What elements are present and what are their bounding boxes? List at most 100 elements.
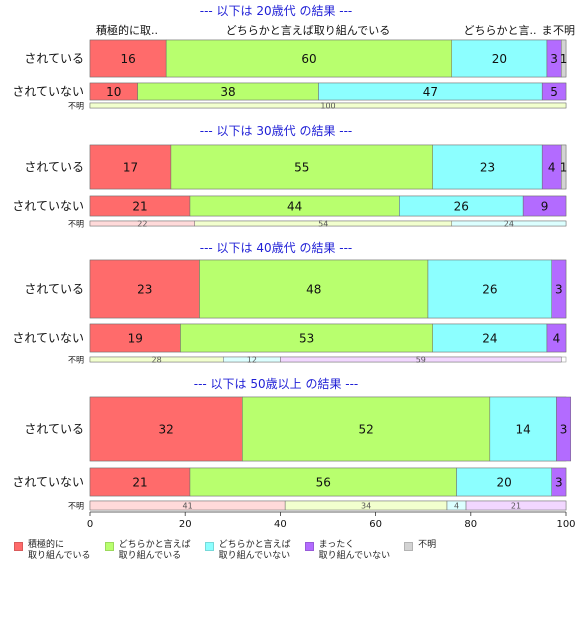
row-label: 不明 xyxy=(68,220,84,229)
data-label: 5 xyxy=(550,85,558,99)
panel-title: --- 以下は 50歳以上 の結果 --- xyxy=(194,377,359,391)
row-label: されていない xyxy=(12,331,84,345)
panel-title: --- 以下は 20歳代 の結果 --- xyxy=(200,4,353,18)
x-tick-label: 0 xyxy=(87,519,93,530)
data-label: 56 xyxy=(316,476,331,490)
bar-segment xyxy=(89,323,181,353)
bar-segment xyxy=(551,259,567,319)
data-label: 21 xyxy=(511,502,521,511)
bar-segment xyxy=(427,259,552,319)
data-label: 59 xyxy=(416,356,426,365)
legend-swatch xyxy=(204,542,214,551)
top-category-label: 積極的に取.. xyxy=(96,23,158,37)
data-label: 4 xyxy=(548,161,556,175)
data-label: 53 xyxy=(299,332,314,346)
bar-segment xyxy=(432,323,548,353)
data-label: 55 xyxy=(294,161,309,175)
legend-swatch xyxy=(14,542,23,551)
data-label: 3 xyxy=(555,476,563,490)
bar-segment xyxy=(189,467,457,497)
bar-segment xyxy=(456,467,552,497)
data-label: 28 xyxy=(152,356,162,365)
data-label: 22 xyxy=(137,220,147,229)
row-label: されていない xyxy=(12,475,84,489)
row-label: されている xyxy=(24,422,84,436)
data-label: 32 xyxy=(159,423,174,437)
data-label: 17 xyxy=(123,161,138,175)
panel-title: --- 以下は 40歳代 の結果 --- xyxy=(200,241,353,255)
data-label: 24 xyxy=(482,332,497,346)
row-label: 不明 xyxy=(68,102,84,111)
data-label: 47 xyxy=(423,85,438,99)
data-label: 3 xyxy=(555,283,563,297)
bar-segment xyxy=(170,144,433,190)
legend-item: どちらかと言えば 取り組んでいる xyxy=(104,540,191,562)
data-label: 10 xyxy=(106,85,121,99)
data-label: 19 xyxy=(128,332,143,346)
data-label: 20 xyxy=(492,52,507,66)
legend-item: 積極的に 取り組んでいる xyxy=(14,540,91,562)
x-tick-label: 20 xyxy=(179,519,192,530)
x-tick-label: 80 xyxy=(464,519,477,530)
data-label: 38 xyxy=(220,85,235,99)
bar-segment xyxy=(522,195,567,217)
data-label: 14 xyxy=(516,423,531,437)
row-label: されている xyxy=(24,52,84,66)
data-label: 26 xyxy=(482,283,497,297)
data-label: 60 xyxy=(301,52,316,66)
data-label: 54 xyxy=(318,220,328,229)
data-label: 9 xyxy=(541,200,549,214)
legend-label: どちらかと言えば 取り組んでいる xyxy=(118,540,191,561)
x-tick-label: 60 xyxy=(369,519,382,530)
x-tick-label: 40 xyxy=(274,519,287,530)
data-label: 44 xyxy=(287,200,302,214)
bar-segment xyxy=(432,144,543,190)
data-label: 34 xyxy=(361,502,371,511)
bar-segment xyxy=(489,396,557,462)
data-label: 23 xyxy=(137,283,152,297)
bar-segment xyxy=(560,39,567,78)
row-label: 不明 xyxy=(68,502,84,511)
data-label: 1 xyxy=(560,161,568,175)
data-label: 24 xyxy=(504,220,514,229)
data-label: 3 xyxy=(550,52,558,66)
legend-item: 不明 xyxy=(404,540,436,562)
legend-item: まったく 取り組んでいない xyxy=(304,540,390,562)
legend-label: 積極的に 取り組んでいる xyxy=(28,540,91,561)
row-label: されていない xyxy=(12,85,84,99)
legend-label: どちらかと言えば 取り組んでいない xyxy=(218,540,291,561)
row-label: されている xyxy=(24,160,84,174)
data-label: 23 xyxy=(480,161,495,175)
data-label: 100 xyxy=(320,102,335,111)
bar-segment xyxy=(165,39,453,78)
bar-segment xyxy=(89,39,167,78)
legend-swatch xyxy=(104,542,114,551)
bar-segment xyxy=(546,323,567,353)
data-label: 48 xyxy=(306,283,321,297)
data-label: 3 xyxy=(560,423,568,437)
data-label: 26 xyxy=(454,200,469,214)
panel-title: --- 以下は 30歳代 の結果 --- xyxy=(200,124,353,138)
bar-segment xyxy=(541,82,567,101)
data-label: 20 xyxy=(496,476,511,490)
row-label: されている xyxy=(24,282,84,296)
bar-segment xyxy=(556,396,572,462)
legend-label: 不明 xyxy=(418,540,437,550)
top-category-label: どちらかと言.. xyxy=(464,24,537,37)
bar-segment xyxy=(89,467,191,497)
bar-segment xyxy=(551,467,567,497)
bar-segment xyxy=(89,144,172,190)
data-label: 4 xyxy=(454,502,459,511)
bar-segment xyxy=(89,396,243,462)
row-label: されていない xyxy=(12,199,84,213)
data-label: 1 xyxy=(560,52,568,66)
data-label: 41 xyxy=(182,502,192,511)
bar-segment xyxy=(451,39,548,78)
data-label: 4 xyxy=(553,332,561,346)
bar-segment xyxy=(89,102,567,109)
bar-segment xyxy=(180,323,433,353)
legend-item: どちらかと言えば 取り組んでいない xyxy=(204,540,291,562)
row-label: 不明 xyxy=(68,356,84,365)
bar-segment xyxy=(242,396,491,462)
